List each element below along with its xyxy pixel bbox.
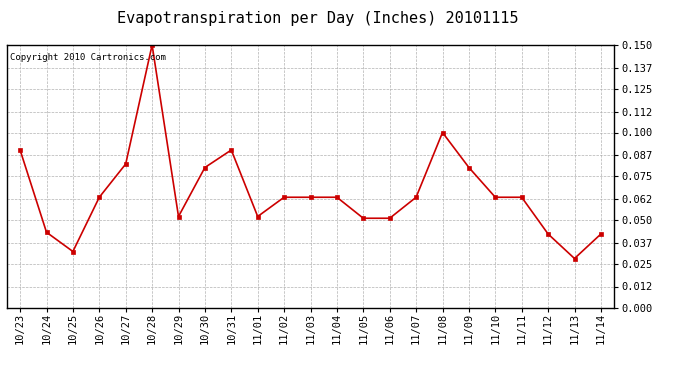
Text: Evapotranspiration per Day (Inches) 20101115: Evapotranspiration per Day (Inches) 2010… (117, 11, 518, 26)
Text: Copyright 2010 Cartronics.com: Copyright 2010 Cartronics.com (10, 53, 166, 62)
